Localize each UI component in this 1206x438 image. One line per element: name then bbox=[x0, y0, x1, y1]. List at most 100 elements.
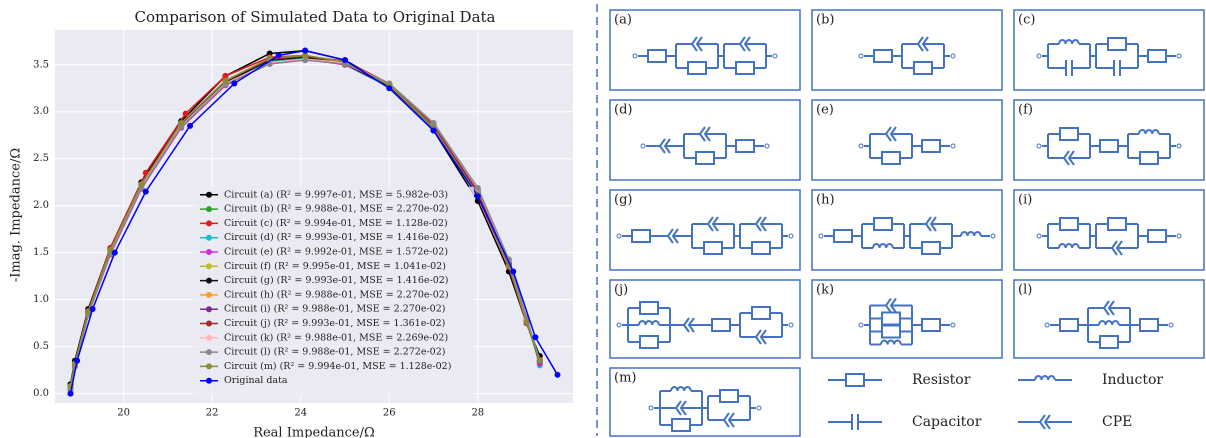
legend-label: Circuit (a) (R² = 9.997e-01, MSE = 5.982… bbox=[224, 189, 448, 200]
legend-label: Circuit (e) (R² = 9.992e-01, MSE = 1.572… bbox=[224, 247, 448, 258]
legend-label: Circuit (c) (R² = 9.994e-01, MSE = 1.128… bbox=[224, 218, 448, 229]
y-tick-label: 0.5 bbox=[33, 341, 49, 352]
terminal bbox=[756, 405, 762, 411]
circuit-panel bbox=[811, 99, 1003, 181]
terminal bbox=[858, 143, 864, 149]
resistor bbox=[1099, 335, 1119, 349]
data-point bbox=[111, 249, 118, 256]
legend-label: Circuit (h) (R² = 9.988e-01, MSE = 2.270… bbox=[224, 289, 449, 300]
legend-marker bbox=[206, 377, 212, 384]
terminal bbox=[858, 53, 864, 59]
resistor bbox=[631, 229, 651, 243]
panel-label: (a) bbox=[614, 13, 632, 28]
data-point bbox=[510, 268, 517, 275]
data-point bbox=[536, 357, 543, 364]
data-point bbox=[182, 110, 189, 117]
resistor bbox=[703, 241, 723, 255]
terminal bbox=[818, 233, 824, 239]
y-tick-label: 2.0 bbox=[33, 200, 49, 211]
resistor bbox=[1147, 49, 1167, 63]
data-point bbox=[138, 181, 145, 188]
resistor bbox=[845, 373, 865, 387]
panel-label: (b) bbox=[816, 13, 834, 28]
legend-marker bbox=[206, 263, 212, 270]
panel-label: (d) bbox=[614, 103, 632, 118]
resistor bbox=[695, 151, 715, 165]
legend-box bbox=[194, 186, 474, 395]
resistor bbox=[639, 335, 659, 349]
x-tick-label: 26 bbox=[383, 408, 396, 419]
y-tick-label: 3.0 bbox=[33, 106, 49, 117]
inductor bbox=[1138, 129, 1160, 135]
cpe bbox=[666, 228, 679, 244]
resistor bbox=[687, 61, 707, 75]
x-tick-label: 28 bbox=[471, 408, 484, 419]
legend-marker bbox=[206, 220, 212, 227]
legend-label: Circuit (i) (R² = 9.988e-01, MSE = 2.270… bbox=[224, 304, 445, 315]
symbol-label: Capacitor bbox=[912, 414, 982, 430]
terminal bbox=[1036, 143, 1042, 149]
inductor bbox=[670, 386, 692, 392]
symbol-label: CPE bbox=[1102, 414, 1132, 430]
inductor bbox=[1034, 375, 1056, 381]
resistor bbox=[639, 301, 659, 315]
panel-label: (j) bbox=[614, 283, 628, 298]
circuit-panel bbox=[1013, 279, 1205, 359]
legend-label: Circuit (l) (R² = 9.988e-01, MSE = 2.272… bbox=[224, 347, 445, 358]
terminal bbox=[640, 143, 646, 149]
panel-label: (c) bbox=[1018, 13, 1035, 28]
terminal bbox=[788, 322, 794, 328]
legend-label: Circuit (m) (R² = 9.994e-01, MSE = 1.128… bbox=[224, 361, 451, 372]
terminal bbox=[1168, 322, 1174, 328]
inductor bbox=[1058, 39, 1080, 45]
panel-label: (g) bbox=[614, 193, 632, 208]
resistor bbox=[1107, 37, 1127, 51]
symbol-label: Resistor bbox=[912, 372, 971, 388]
resistor bbox=[921, 139, 941, 153]
panel-label: (l) bbox=[1018, 283, 1032, 298]
inductor bbox=[638, 320, 660, 326]
resistor bbox=[881, 324, 901, 339]
panel-label: (m) bbox=[614, 371, 636, 386]
cpe bbox=[690, 36, 703, 52]
cpe bbox=[884, 126, 897, 142]
cpe bbox=[754, 329, 767, 345]
legend-marker bbox=[206, 277, 212, 284]
cpe bbox=[706, 216, 719, 232]
cpe bbox=[916, 36, 929, 52]
data-point bbox=[554, 371, 561, 378]
terminal bbox=[1044, 322, 1050, 328]
x-tick-label: 24 bbox=[294, 408, 307, 419]
legend-marker bbox=[206, 320, 212, 327]
resistor bbox=[1059, 127, 1079, 141]
data-point bbox=[178, 120, 185, 127]
data-point bbox=[523, 319, 530, 326]
terminal bbox=[950, 53, 956, 59]
cpe bbox=[884, 297, 897, 314]
resistor bbox=[751, 241, 771, 255]
terminal bbox=[1036, 233, 1042, 239]
resistor bbox=[719, 389, 739, 403]
x-tick-label: 20 bbox=[117, 408, 130, 419]
panel-label: (k) bbox=[816, 283, 834, 298]
resistor bbox=[873, 217, 893, 231]
data-point bbox=[386, 85, 393, 92]
legend-label: Circuit (b) (R² = 9.988e-01, MSE = 2.270… bbox=[224, 204, 449, 215]
terminal bbox=[1176, 143, 1182, 149]
resistor bbox=[735, 139, 755, 153]
resistor bbox=[913, 61, 933, 75]
y-tick-label: 0.0 bbox=[33, 388, 49, 399]
symbol-label: Inductor bbox=[1102, 372, 1163, 388]
legend-label: Circuit (k) (R² = 9.988e-01, MSE = 2.269… bbox=[224, 332, 448, 343]
cpe bbox=[738, 36, 751, 52]
data-point bbox=[74, 357, 81, 364]
legend-marker bbox=[206, 234, 212, 241]
cpe bbox=[1102, 300, 1115, 316]
terminal bbox=[632, 53, 638, 59]
inductor bbox=[880, 339, 902, 345]
data-point bbox=[231, 80, 238, 87]
cpe bbox=[682, 317, 695, 333]
circuit-panel bbox=[811, 9, 1003, 91]
resistor bbox=[873, 49, 893, 63]
